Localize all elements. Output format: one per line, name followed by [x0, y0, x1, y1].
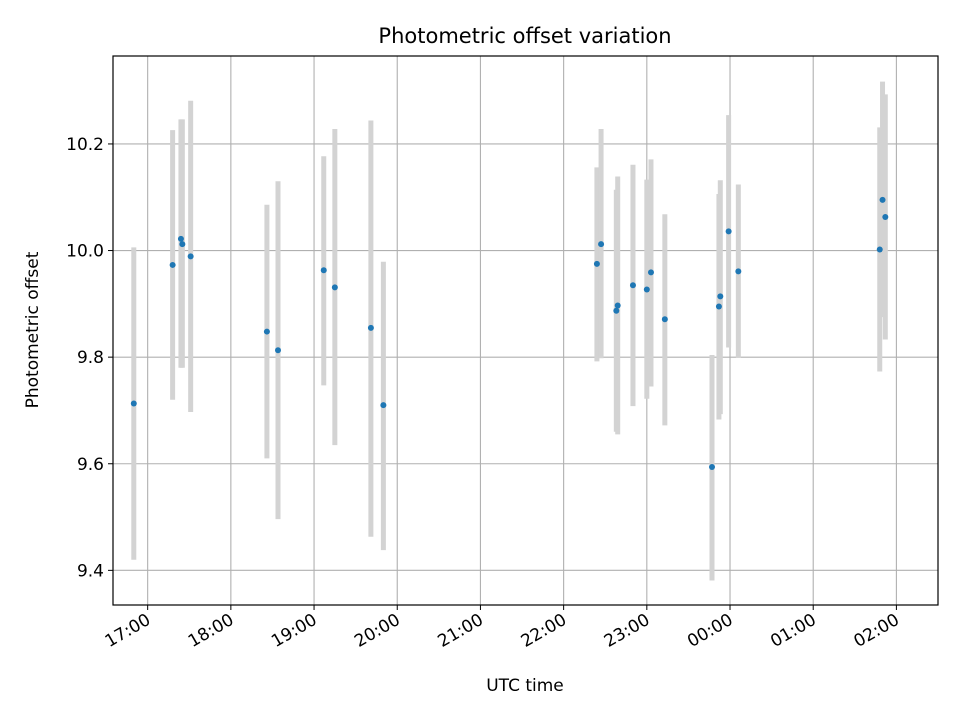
data-point [179, 241, 186, 248]
data-point [169, 261, 176, 268]
y-tick-label: 10.0 [66, 242, 104, 262]
y-axis-ticks: 9.4 9.6 9.8 10.0 10.2 [66, 135, 113, 581]
data-point [879, 196, 886, 203]
data-point [263, 328, 270, 335]
data-point [177, 235, 184, 242]
data-point [647, 269, 654, 276]
data-points [130, 196, 889, 470]
data-point [320, 267, 327, 274]
y-tick-label: 9.8 [77, 348, 104, 368]
data-point [613, 307, 620, 314]
y-tick-label: 9.6 [77, 455, 104, 475]
y-tick-label: 9.4 [77, 561, 104, 581]
data-point [643, 286, 650, 293]
data-point [725, 228, 732, 235]
x-axis-label: UTC time [486, 676, 564, 696]
data-point [661, 316, 668, 323]
data-point [629, 282, 636, 289]
data-point [717, 293, 724, 300]
y-axis-label: Photometric offset [23, 251, 43, 408]
data-point [367, 324, 374, 331]
data-point [187, 253, 194, 260]
data-point [130, 400, 137, 407]
data-point [614, 302, 621, 309]
y-tick-label: 10.2 [66, 135, 104, 155]
data-point [275, 347, 281, 354]
data-point [882, 213, 889, 220]
data-point [331, 284, 338, 291]
data-point [380, 402, 387, 409]
data-point [876, 246, 883, 253]
data-point [598, 241, 605, 248]
data-point [708, 463, 715, 470]
plot-frame [112, 55, 939, 606]
data-point [593, 260, 600, 267]
data-point [735, 268, 742, 275]
data-point [715, 303, 722, 310]
chart-title: Photometric offset variation [378, 24, 671, 48]
